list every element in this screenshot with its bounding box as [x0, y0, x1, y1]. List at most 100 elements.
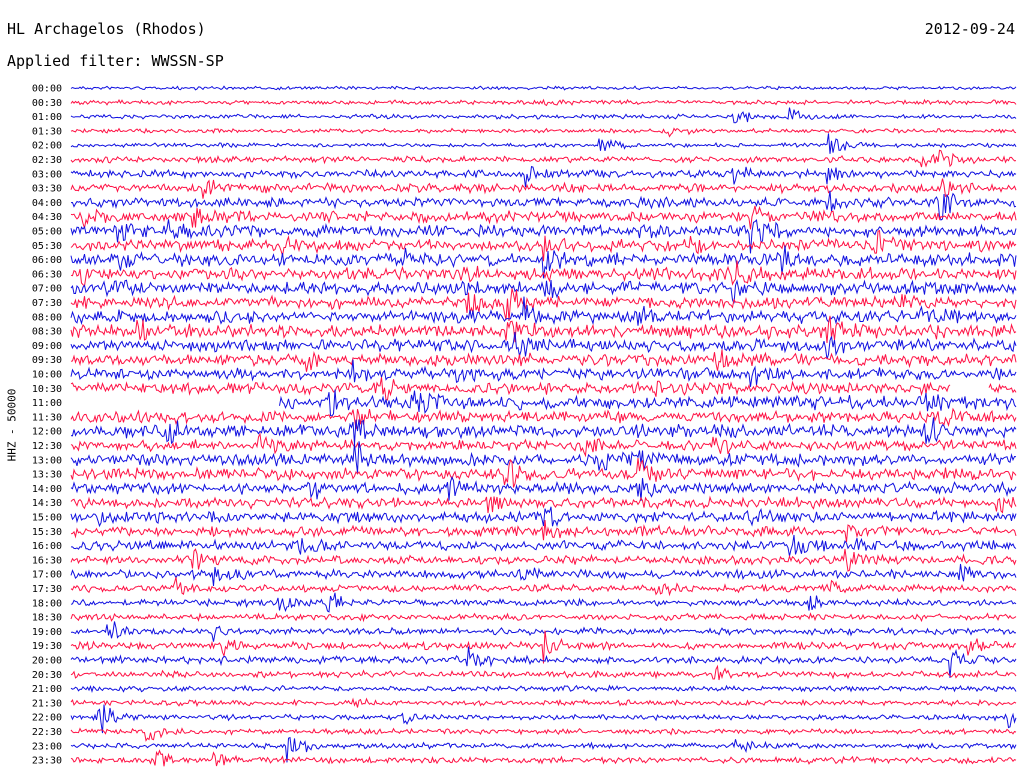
time-tick-label: 03:30	[32, 184, 62, 195]
time-tick-label: 16:30	[32, 555, 62, 566]
time-tick-label: 02:00	[32, 141, 62, 152]
time-tick-label: 00:00	[32, 84, 62, 95]
seismic-trace-0800	[70, 296, 1017, 326]
seismic-trace-0300	[70, 165, 1017, 188]
time-tick-label: 20:30	[32, 670, 62, 681]
seismic-trace-1100	[279, 389, 1017, 417]
time-tick-label: 23:30	[32, 756, 62, 767]
time-tick-label: 11:30	[32, 412, 62, 423]
time-tick-label: 15:00	[32, 513, 62, 524]
seismic-trace-1200	[70, 417, 1017, 445]
time-tick-label: 22:30	[32, 727, 62, 738]
time-tick-label: 18:00	[32, 598, 62, 609]
seismic-trace-0900	[70, 332, 1017, 360]
time-tick-label: 04:30	[32, 212, 62, 223]
time-tick-label: 08:00	[32, 312, 62, 323]
seismic-trace-0200	[70, 133, 1017, 154]
time-tick-label: 21:30	[32, 698, 62, 709]
station-title: HL Archagelos (Rhodos)	[7, 20, 206, 38]
seismic-trace-1000	[70, 359, 1017, 387]
seismic-trace-1230	[70, 432, 1017, 458]
time-tick-label: 11:00	[32, 398, 62, 409]
seismic-trace-1030	[70, 377, 1017, 401]
seismic-trace-2130	[70, 697, 1017, 708]
seismic-trace-1130	[70, 407, 1017, 430]
seismic-trace-1800	[70, 592, 1017, 613]
time-tick-label: 13:00	[32, 455, 62, 466]
filter-label: Applied filter: WWSSN-SP	[7, 52, 224, 70]
time-tick-label: 21:00	[32, 684, 62, 695]
seismic-trace-1830	[70, 612, 1017, 623]
time-tick-label: 10:00	[32, 370, 62, 381]
seismic-trace-1700	[70, 563, 1017, 587]
time-tick-label: 01:00	[32, 112, 62, 123]
time-tick-label: 03:00	[32, 169, 62, 180]
date-label: 2012-09-24	[924, 20, 1015, 38]
seismic-trace-0730	[70, 288, 1017, 322]
time-tick-label: 08:30	[32, 327, 62, 338]
seismic-trace-2100	[70, 684, 1017, 693]
seismic-trace-0230	[70, 149, 1017, 168]
time-tick-label: 04:00	[32, 198, 62, 209]
time-tick-label: 19:30	[32, 641, 62, 652]
seismic-trace-1630	[70, 548, 1017, 572]
seismic-trace-0100	[70, 107, 1017, 124]
seismic-trace-0400	[70, 190, 1017, 221]
time-tick-label: 17:00	[32, 570, 62, 581]
time-tick-label: 12:30	[32, 441, 62, 452]
seismic-trace-0700	[70, 279, 1017, 304]
time-tick-label: 23:00	[32, 741, 62, 752]
seismic-trace-2030	[70, 664, 1017, 681]
seismic-trace-0500	[70, 219, 1017, 254]
time-tick-label: 22:00	[32, 713, 62, 724]
time-tick-label: 05:30	[32, 241, 62, 252]
time-tick-label: 10:30	[32, 384, 62, 395]
seismic-trace-0830	[70, 315, 1017, 344]
time-tick-label: 09:00	[32, 341, 62, 352]
seismic-trace-0430	[70, 205, 1017, 230]
seismic-trace-2230	[70, 727, 1017, 742]
seismic-trace-2300	[70, 736, 1017, 763]
time-tick-label: 20:00	[32, 656, 62, 667]
seismic-trace-2330	[70, 749, 1017, 767]
seismic-trace-0930	[70, 349, 1017, 372]
time-tick-label: 00:30	[32, 98, 62, 109]
seismic-trace-0630	[70, 260, 1017, 288]
time-tick-label: 19:00	[32, 627, 62, 638]
seismic-trace-1930	[70, 630, 1017, 664]
seismic-trace-1600	[71, 534, 1017, 557]
seismic-trace-0330	[70, 178, 1017, 199]
seismic-trace-1530	[70, 520, 1017, 542]
time-tick-label: 09:30	[32, 355, 62, 366]
time-tick-label: 06:30	[32, 269, 62, 280]
seismic-trace-1430	[70, 495, 1017, 514]
time-tick-label: 14:30	[32, 498, 62, 509]
seismic-trace-1330	[70, 457, 1017, 488]
seismic-trace-0030	[70, 98, 1017, 107]
seismic-trace-0000	[70, 85, 1017, 91]
time-tick-label: 13:30	[32, 470, 62, 481]
seismic-trace-0130	[70, 127, 1017, 138]
seismic-trace-1730	[70, 577, 1017, 597]
time-tick-label: 16:00	[32, 541, 62, 552]
seismic-trace-0600	[70, 245, 1017, 279]
time-tick-label: 15:30	[32, 527, 62, 538]
seismic-trace-1300	[70, 441, 1017, 473]
time-tick-label: 18:30	[32, 613, 62, 624]
seismic-trace-2000	[70, 646, 1017, 678]
time-tick-label: 01:30	[32, 126, 62, 137]
time-tick-label: 12:00	[32, 427, 62, 438]
time-tick-label: 14:00	[32, 484, 62, 495]
time-tick-label: 02:30	[32, 155, 62, 166]
seismic-trace-0530	[70, 229, 1017, 262]
time-tick-label: 07:00	[32, 284, 62, 295]
seismic-trace-2200	[70, 704, 1017, 734]
time-tick-label: 05:00	[32, 227, 62, 238]
seismic-trace-1500	[70, 506, 1017, 528]
time-tick-label: 17:30	[32, 584, 62, 595]
seismic-trace-1900	[70, 621, 1017, 642]
time-tick-label: 06:00	[32, 255, 62, 266]
time-tick-label: 07:30	[32, 298, 62, 309]
seismic-trace-1400	[70, 475, 1017, 501]
